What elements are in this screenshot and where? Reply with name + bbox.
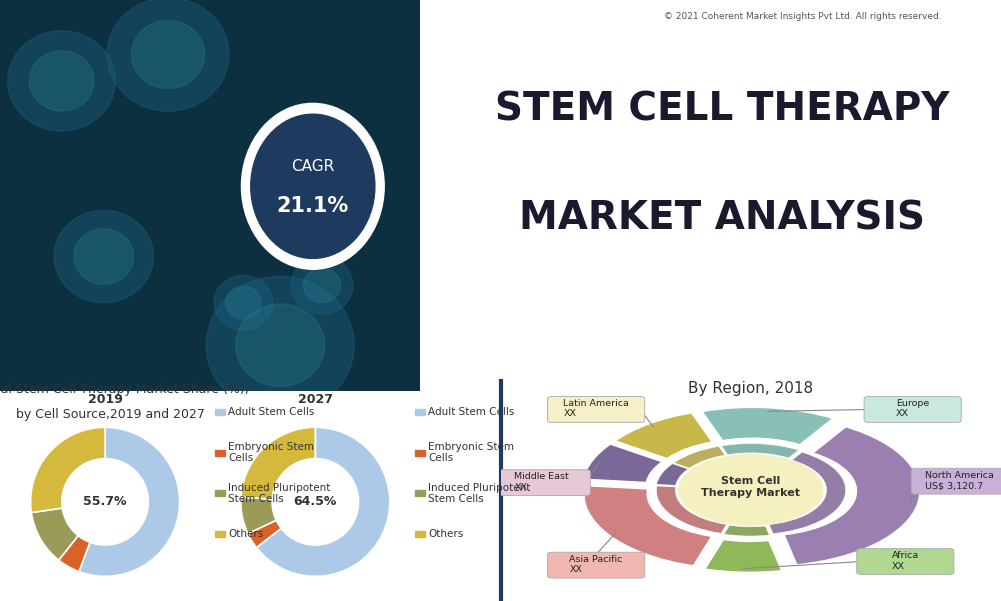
Text: Africa
XX: Africa XX — [892, 551, 919, 570]
Text: US$ 7,313.6 Mn: US$ 7,313.6 Mn — [430, 337, 641, 361]
FancyBboxPatch shape — [911, 468, 1001, 494]
Circle shape — [206, 276, 354, 414]
Title: 2027: 2027 — [298, 393, 332, 406]
Text: CAGR: CAGR — [291, 159, 334, 174]
Text: Adult Stem Cells: Adult Stem Cells — [428, 407, 515, 416]
Circle shape — [241, 103, 384, 269]
Wedge shape — [724, 525, 769, 536]
Wedge shape — [59, 535, 90, 572]
Text: Market Size 2027: Market Size 2027 — [782, 280, 910, 295]
Text: 64.5%: 64.5% — [293, 495, 337, 508]
FancyBboxPatch shape — [493, 470, 591, 496]
Circle shape — [291, 257, 353, 314]
FancyBboxPatch shape — [857, 549, 954, 575]
Circle shape — [54, 210, 153, 303]
Text: Market Size 2021: Market Size 2021 — [471, 280, 600, 295]
Wedge shape — [584, 444, 663, 483]
Text: Adult Stem Cells: Adult Stem Cells — [228, 407, 314, 416]
Text: STEM CELL THERAPY: STEM CELL THERAPY — [494, 90, 949, 129]
Text: 55.7%: 55.7% — [83, 495, 127, 508]
Text: Induced Pluripotent
Stem Cells: Induced Pluripotent Stem Cells — [428, 483, 531, 504]
Wedge shape — [31, 508, 78, 560]
Circle shape — [303, 268, 340, 302]
FancyBboxPatch shape — [548, 552, 645, 578]
Text: 21.1%: 21.1% — [276, 196, 349, 216]
Circle shape — [236, 304, 324, 386]
Circle shape — [131, 20, 204, 88]
Circle shape — [74, 229, 133, 284]
Text: MARKET ANALYSIS: MARKET ANALYSIS — [519, 200, 925, 238]
Text: Asia Pacific
XX: Asia Pacific XX — [570, 555, 623, 574]
Text: US$ 40.3 Bn: US$ 40.3 Bn — [765, 337, 927, 361]
Circle shape — [214, 275, 273, 331]
Text: © 2021 Coherent Market Insights Pvt Ltd. All rights reserved.: © 2021 Coherent Market Insights Pvt Ltd.… — [664, 12, 941, 20]
Wedge shape — [657, 486, 727, 533]
Text: Others: Others — [428, 529, 463, 539]
Title: 2019: 2019 — [88, 393, 122, 406]
FancyBboxPatch shape — [864, 397, 961, 423]
Wedge shape — [657, 464, 689, 486]
Text: Others: Others — [228, 529, 263, 539]
Wedge shape — [256, 427, 389, 576]
Text: Embryonic Stem
Cells: Embryonic Stem Cells — [428, 442, 515, 463]
Wedge shape — [584, 486, 712, 566]
Circle shape — [679, 455, 823, 525]
Wedge shape — [705, 540, 782, 572]
Wedge shape — [722, 444, 799, 458]
Circle shape — [8, 31, 115, 131]
Wedge shape — [79, 427, 179, 576]
Wedge shape — [616, 413, 712, 459]
Wedge shape — [248, 520, 281, 548]
Wedge shape — [769, 452, 846, 534]
FancyBboxPatch shape — [548, 397, 645, 423]
Text: North America
US$ 3,120.7: North America US$ 3,120.7 — [925, 471, 994, 490]
Circle shape — [29, 51, 94, 111]
Wedge shape — [241, 497, 276, 534]
Text: Stem Cell
Therapy Market: Stem Cell Therapy Market — [702, 476, 800, 498]
Text: Induced Pluripotent
Stem Cells: Induced Pluripotent Stem Cells — [228, 483, 330, 504]
Text: Latin America
XX: Latin America XX — [564, 399, 629, 418]
Circle shape — [250, 114, 374, 258]
Text: Global Stem Cell Therapy Market Share (%),: Global Stem Cell Therapy Market Share (%… — [0, 383, 248, 396]
Wedge shape — [784, 427, 920, 565]
Wedge shape — [241, 427, 315, 499]
Text: by Cell Source,2019 and 2027: by Cell Source,2019 and 2027 — [16, 407, 204, 421]
Text: Embryonic Stem
Cells: Embryonic Stem Cells — [228, 442, 314, 463]
Text: Middle East
XX: Middle East XX — [515, 472, 570, 492]
Text: Europe
XX: Europe XX — [896, 399, 929, 418]
Wedge shape — [31, 427, 105, 513]
Circle shape — [225, 286, 261, 319]
Wedge shape — [674, 447, 725, 468]
Wedge shape — [702, 407, 833, 445]
Text: By Region, 2018: By Region, 2018 — [689, 381, 813, 396]
Circle shape — [107, 0, 229, 111]
